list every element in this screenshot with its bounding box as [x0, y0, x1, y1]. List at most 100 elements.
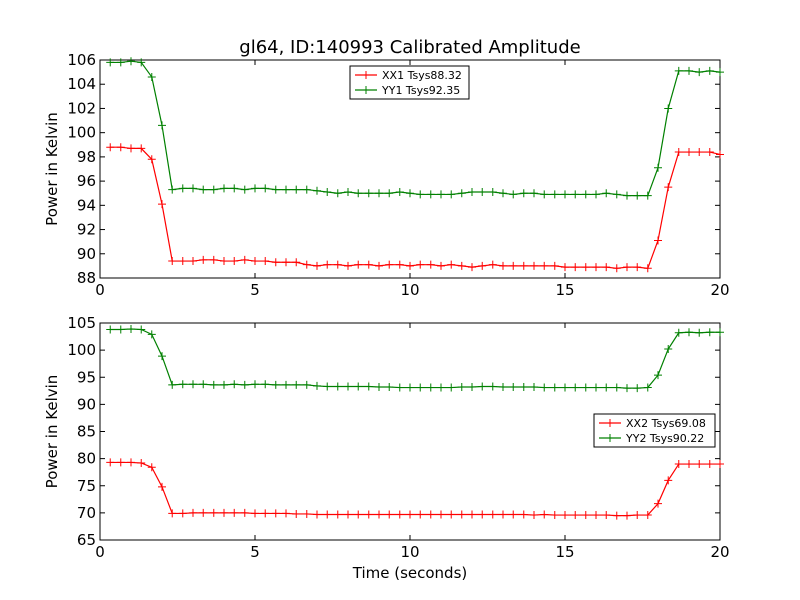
data-point: [137, 458, 146, 467]
data-point: [447, 383, 456, 392]
y-tick-label: 92: [77, 221, 96, 239]
data-point: [633, 263, 642, 272]
data-point: [623, 263, 631, 272]
data-point: [302, 509, 311, 518]
data-point: [271, 258, 280, 267]
data-point: [230, 508, 239, 517]
data-point: [654, 499, 662, 508]
data-point: [416, 510, 425, 519]
data-point: [530, 189, 538, 198]
data-point: [406, 510, 414, 519]
data-point: [447, 190, 456, 199]
data-point: [220, 380, 228, 389]
data-point: [654, 163, 662, 172]
data-point: [716, 68, 724, 77]
data-point: [116, 458, 125, 467]
data-point: [602, 263, 611, 272]
x-tick-label: 10: [400, 281, 419, 299]
data-point: [406, 189, 414, 198]
data-point: [488, 260, 497, 269]
data-point: [385, 189, 394, 198]
y-tick-label: 70: [77, 504, 96, 522]
data-point: [323, 510, 332, 519]
data-point: [313, 186, 321, 195]
data-point: [561, 263, 569, 272]
data-point: [437, 190, 445, 199]
data-point: [499, 189, 507, 198]
data-point: [581, 383, 590, 392]
data-point: [437, 383, 445, 392]
data-point: [488, 382, 497, 391]
x-tick-label: 0: [95, 281, 105, 299]
data-point: [178, 257, 187, 266]
data-point: [106, 458, 115, 467]
data-point: [251, 184, 259, 193]
data-point: [519, 383, 528, 392]
y-tick-label: 105: [67, 314, 96, 332]
data-point: [261, 184, 270, 193]
x-tick-label: 10: [400, 543, 419, 561]
data-point: [426, 510, 435, 519]
x-tick-label: 15: [555, 281, 574, 299]
data-point: [488, 188, 497, 197]
data-point: [633, 191, 642, 200]
y-tick-label: 80: [77, 450, 96, 468]
legend-marker: [362, 71, 370, 79]
data-point: [674, 460, 683, 469]
data-point: [468, 383, 476, 392]
data-point: [354, 189, 363, 198]
data-point: [550, 190, 559, 199]
data-point: [674, 66, 683, 75]
data-point: [571, 263, 580, 272]
data-point: [581, 511, 590, 520]
data-point: [674, 148, 683, 157]
data-point: [685, 66, 693, 75]
data-point: [116, 325, 125, 334]
data-point: [633, 384, 642, 393]
data-point: [323, 188, 332, 197]
data-point: [271, 185, 280, 194]
x-tick-label: 5: [250, 281, 260, 299]
data-point: [499, 510, 507, 519]
data-point: [468, 188, 476, 197]
data-point: [168, 380, 177, 389]
data-point: [333, 510, 342, 519]
data-point: [137, 325, 146, 334]
data-point: [282, 258, 290, 267]
data-point: [664, 183, 673, 192]
legend-marker: [606, 419, 614, 427]
data-point: [664, 104, 673, 113]
data-point: [571, 511, 580, 520]
data-point: [282, 509, 290, 518]
data-point: [612, 190, 621, 199]
data-point: [354, 260, 363, 269]
legend-label: YY2 Tsys90.22: [625, 432, 704, 445]
data-point: [499, 383, 507, 392]
data-point: [364, 510, 373, 519]
data-point: [199, 508, 208, 517]
data-point: [364, 189, 373, 198]
data-point: [519, 510, 528, 519]
data-point: [106, 325, 115, 334]
data-point: [437, 261, 445, 270]
data-point: [261, 257, 270, 266]
data-point: [313, 510, 321, 519]
data-point: [457, 261, 466, 270]
legend-label: XX1 Tsys88.32: [382, 69, 462, 82]
data-point: [592, 511, 600, 520]
data-point: [571, 383, 580, 392]
legend-box: [593, 413, 716, 448]
data-point: [168, 509, 177, 518]
data-point: [406, 261, 414, 270]
data-point: [344, 510, 352, 519]
data-point: [251, 257, 259, 266]
data-point: [147, 72, 156, 81]
data-point: [158, 200, 166, 209]
data-point: [302, 185, 311, 194]
y-tick-label: 104: [67, 75, 96, 93]
data-point: [695, 148, 704, 157]
data-point: [116, 143, 125, 152]
data-point: [716, 150, 724, 159]
data-point: [540, 261, 549, 270]
